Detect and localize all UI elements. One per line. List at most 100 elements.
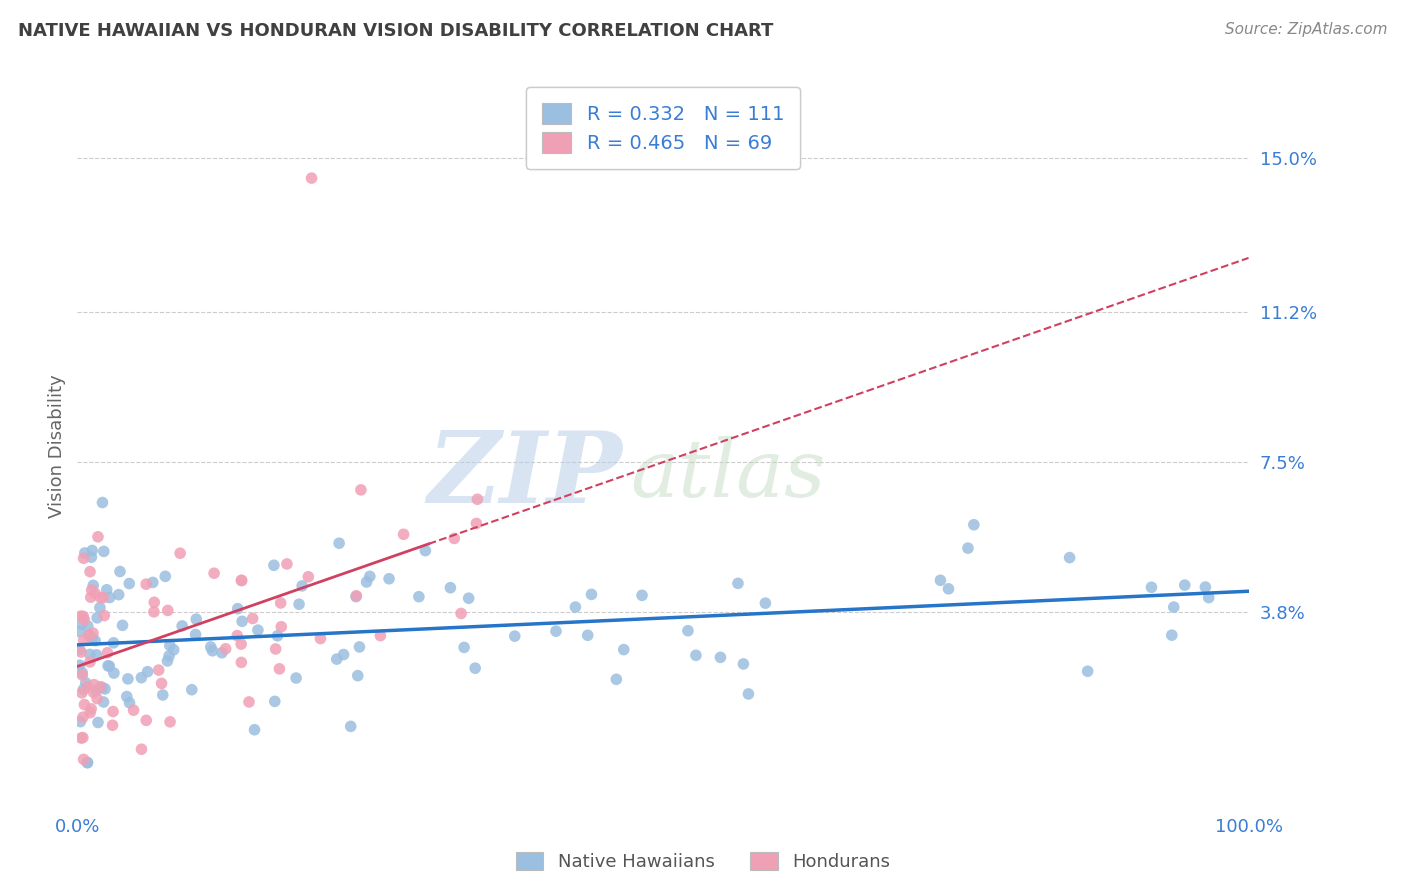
- Point: [359, 569, 381, 583]
- Point: [231, 656, 253, 670]
- Point: [297, 570, 319, 584]
- Point: [309, 632, 332, 646]
- Point: [79, 706, 101, 720]
- Point: [93, 544, 115, 558]
- Point: [115, 690, 138, 704]
- Y-axis label: Vision Disability: Vision Disability: [48, 374, 66, 518]
- Point: [350, 483, 373, 497]
- Point: [101, 718, 124, 732]
- Point: [72, 633, 94, 648]
- Point: [80, 582, 103, 597]
- Point: [86, 691, 108, 706]
- Point: [159, 714, 181, 729]
- Point: [91, 681, 114, 695]
- Point: [339, 719, 361, 733]
- Point: [211, 646, 233, 660]
- Point: [142, 605, 165, 619]
- Point: [754, 596, 776, 610]
- Point: [91, 591, 114, 605]
- Text: NATIVE HAWAIIAN VS HONDURAN VISION DISABILITY CORRELATION CHART: NATIVE HAWAIIAN VS HONDURAN VISION DISAB…: [18, 22, 773, 40]
- Point: [457, 591, 479, 606]
- Point: [938, 582, 960, 596]
- Point: [135, 714, 157, 728]
- Point: [156, 603, 179, 617]
- Point: [76, 756, 98, 770]
- Point: [243, 723, 266, 737]
- Point: [180, 682, 202, 697]
- Point: [96, 582, 118, 597]
- Point: [156, 654, 179, 668]
- Point: [72, 609, 94, 624]
- Point: [231, 574, 253, 588]
- Point: [77, 629, 100, 643]
- Point: [98, 591, 121, 605]
- Point: [80, 591, 103, 605]
- Point: [186, 612, 208, 626]
- Point: [202, 566, 225, 581]
- Point: [155, 569, 177, 583]
- Point: [72, 752, 94, 766]
- Point: [631, 588, 654, 602]
- Point: [270, 620, 292, 634]
- Point: [152, 688, 174, 702]
- Point: [1194, 580, 1216, 594]
- Text: Source: ZipAtlas.com: Source: ZipAtlas.com: [1225, 22, 1388, 37]
- Point: [93, 608, 115, 623]
- Point: [118, 576, 141, 591]
- Point: [84, 633, 107, 648]
- Point: [226, 629, 249, 643]
- Point: [326, 652, 349, 666]
- Point: [82, 543, 104, 558]
- Point: [344, 589, 367, 603]
- Point: [184, 627, 207, 641]
- Point: [79, 565, 101, 579]
- Point: [291, 579, 314, 593]
- Point: [82, 685, 104, 699]
- Point: [464, 661, 486, 675]
- Point: [231, 637, 253, 651]
- Point: [97, 658, 120, 673]
- Point: [82, 631, 104, 645]
- Point: [503, 629, 526, 643]
- Point: [605, 673, 627, 687]
- Point: [356, 574, 378, 589]
- Point: [70, 645, 93, 659]
- Point: [1140, 580, 1163, 594]
- Point: [89, 600, 111, 615]
- Point: [269, 662, 291, 676]
- Point: [70, 665, 93, 680]
- Point: [72, 551, 94, 566]
- Point: [231, 574, 253, 588]
- Point: [79, 648, 101, 662]
- Point: [122, 703, 145, 717]
- Point: [82, 578, 104, 592]
- Point: [263, 558, 285, 573]
- Point: [89, 591, 111, 605]
- Point: [111, 618, 134, 632]
- Point: [576, 628, 599, 642]
- Point: [544, 624, 567, 639]
- Point: [103, 666, 125, 681]
- Point: [135, 577, 157, 591]
- Text: ZIP: ZIP: [427, 426, 621, 523]
- Point: [69, 658, 91, 673]
- Point: [201, 644, 224, 658]
- Point: [346, 668, 368, 682]
- Point: [98, 659, 121, 673]
- Point: [72, 682, 94, 697]
- Point: [67, 642, 90, 657]
- Point: [77, 628, 100, 642]
- Point: [266, 629, 288, 643]
- Point: [159, 639, 181, 653]
- Point: [87, 715, 110, 730]
- Point: [70, 617, 93, 632]
- Point: [408, 590, 430, 604]
- Point: [581, 587, 603, 601]
- Point: [439, 581, 461, 595]
- Point: [1198, 591, 1220, 605]
- Point: [75, 675, 97, 690]
- Point: [328, 536, 350, 550]
- Point: [332, 648, 354, 662]
- Point: [76, 619, 98, 633]
- Point: [86, 611, 108, 625]
